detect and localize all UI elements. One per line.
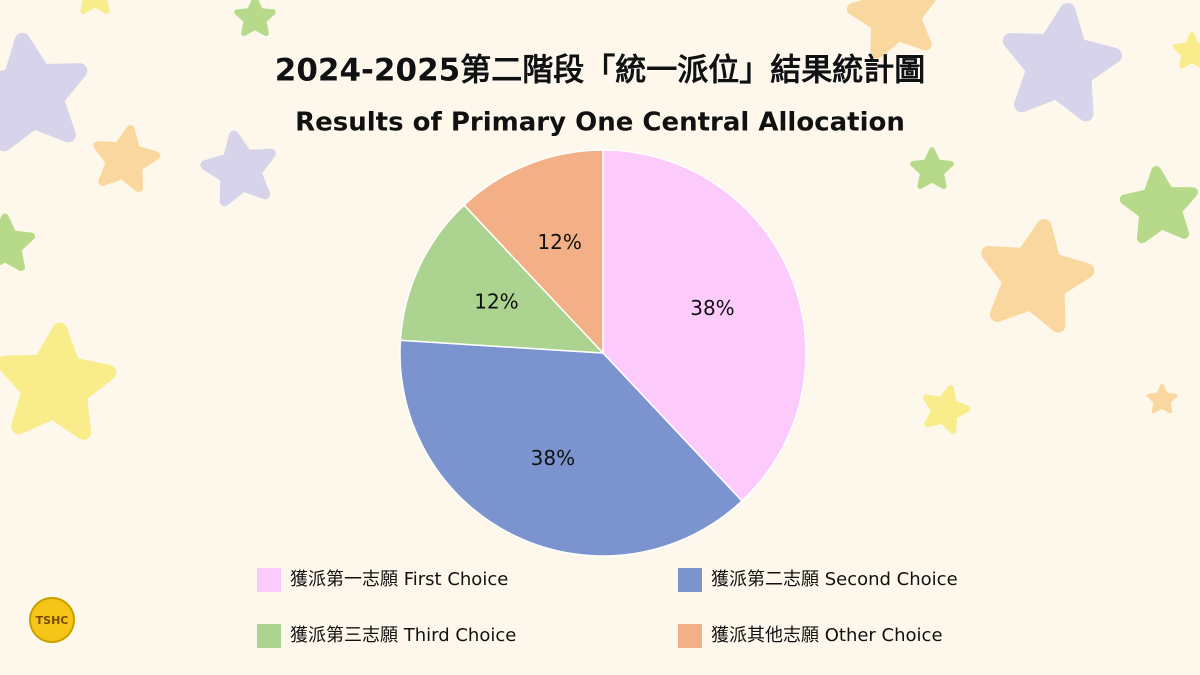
legend-swatch — [257, 624, 281, 648]
data-label: 12% — [537, 230, 581, 254]
legend-label: 獲派其他志願 Other Choice — [711, 625, 943, 646]
legend-swatch — [257, 568, 281, 592]
legend-swatch — [678, 624, 702, 648]
data-label: 38% — [531, 446, 575, 470]
pie-slice — [602, 149, 807, 503]
legend-label: 獲派第一志願 First Choice — [290, 569, 508, 590]
pie-slice — [399, 339, 744, 557]
pie-slice — [462, 149, 604, 355]
pie-slice — [399, 203, 605, 354]
data-label: 38% — [690, 296, 734, 320]
data-label: 12% — [474, 289, 518, 313]
legend-label: 獲派第二志願 Second Choice — [711, 569, 958, 590]
chart-subtitle: Results of Primary One Central Allocatio… — [295, 108, 905, 138]
chart-title: 2024-2025第二階段「統一派位」結果統計圖 — [275, 53, 925, 89]
logo-text: TSHC — [36, 614, 69, 627]
logo-badge — [29, 597, 75, 643]
legend-swatch — [678, 568, 702, 592]
legend-label: 獲派第三志願 Third Choice — [290, 625, 516, 646]
logo: TSHC — [29, 597, 75, 643]
